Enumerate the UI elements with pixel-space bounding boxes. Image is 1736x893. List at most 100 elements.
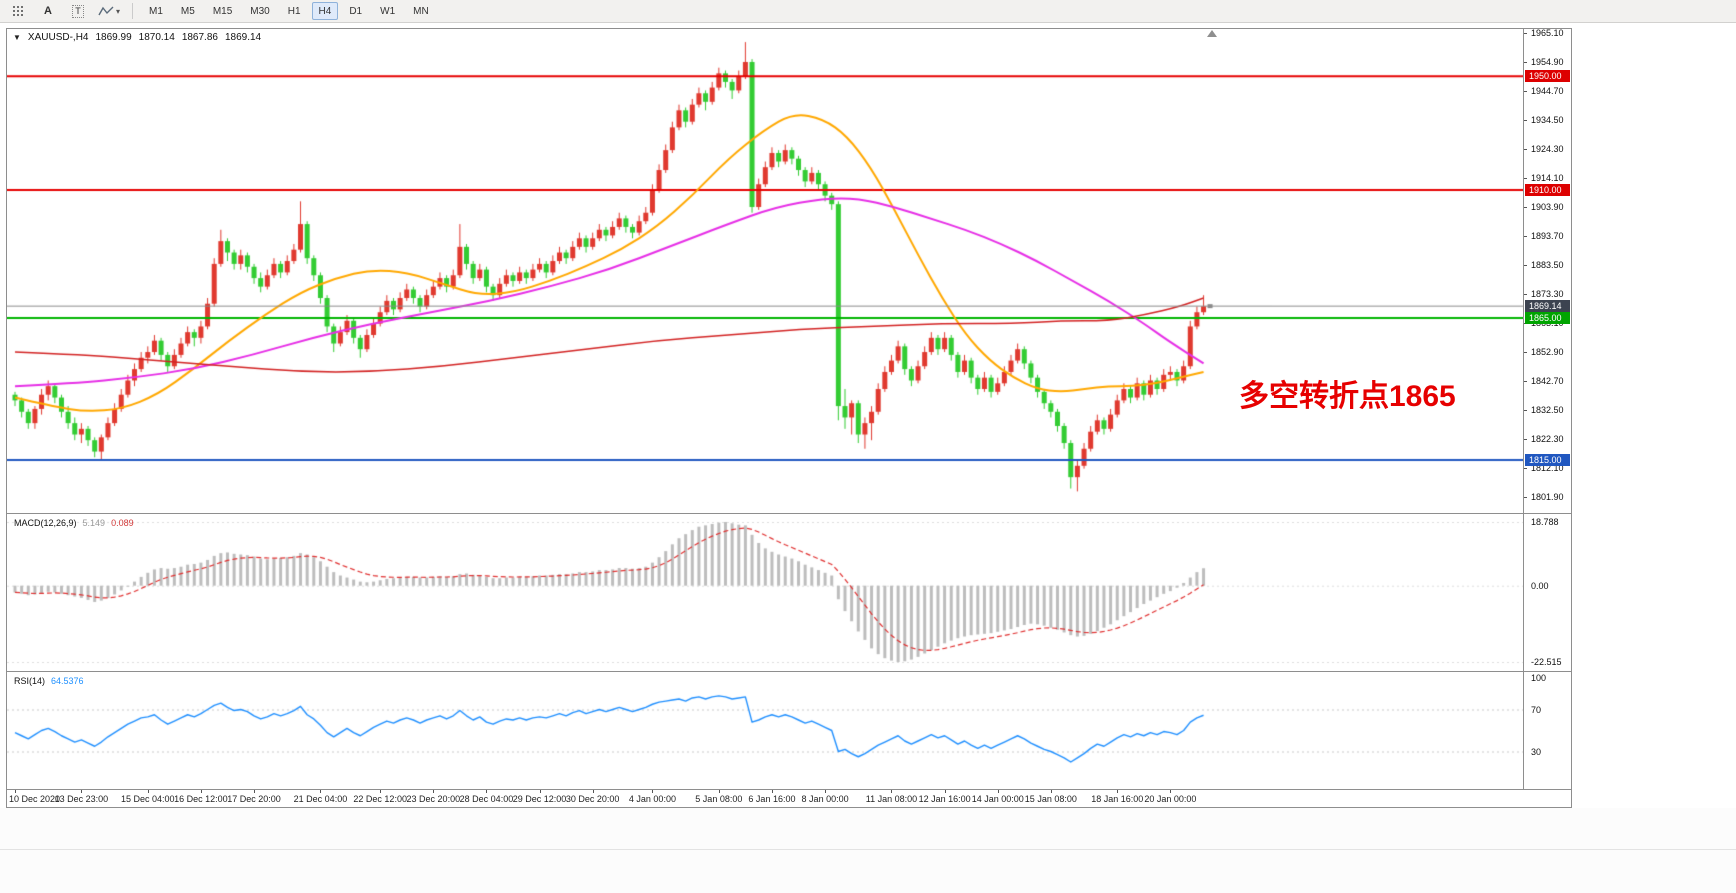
time-axis-label: 5 Jan 08:00 [695,794,743,804]
time-axis-tick [539,790,541,793]
price-axis-tick [1524,381,1527,383]
rsi-axis-label: 100 [1531,673,1547,683]
panel-separator[interactable] [7,789,1571,790]
timeframe-button-w1[interactable]: W1 [373,2,402,20]
rsi-axis-label: 30 [1531,746,1542,757]
macd-title: MACD(12,26,9) [14,518,77,528]
time-axis-tick [652,790,654,793]
time-axis-tick [891,790,893,793]
time-axis-tick [944,790,946,793]
time-axis-label: 21 Dec 04:00 [293,794,348,804]
price-axis-label: 1944.70 [1531,86,1564,97]
timeframe-button-m5[interactable]: M5 [174,2,202,20]
price-axis-label: 1954.90 [1531,57,1564,68]
price-axis[interactable]: 1965.10 1954.90 1944.70 1934.50 1924.30 1914.… [1524,28,1571,790]
price-axis-tick [1524,178,1527,180]
price-axis-tick [1524,62,1527,64]
macd-indicator-canvas[interactable] [7,514,1523,671]
rsi-label: RSI(14) 64.5376 [14,676,84,686]
time-axis-label: 29 Dec 12:00 [512,794,567,804]
time-axis-label: 10 Dec 2020 [9,794,61,804]
chart-window: ▼ XAUUSD-,H4 1869.99 1870.14 1867.86 186… [6,28,1572,808]
time-axis-label: 20 Jan 00:00 [1144,794,1197,804]
text-box-icon: T [72,4,84,18]
rsi-indicator-canvas[interactable] [7,672,1523,789]
time-axis-label: 14 Jan 00:00 [971,794,1024,804]
time-axis-label: 13 Dec 23:00 [54,794,109,804]
panel-separator[interactable] [7,671,1571,672]
price-level-badge: 1950.00 [1525,70,1570,83]
price-axis-label: 1893.70 [1531,231,1564,242]
text-box-button[interactable]: T [64,1,92,21]
price-axis-label: 1822.30 [1531,434,1564,445]
toolbar-separator [132,3,134,19]
time-axis[interactable]: 10 Dec 2020 13 Dec 23:00 15 Dec 04:00 16 De… [7,790,1523,807]
price-axis-label: 1883.50 [1531,260,1564,271]
time-axis-tick [486,790,488,793]
time-axis-tick [1170,790,1172,793]
polyline-tool-button[interactable]: ▾ [94,1,124,21]
time-axis-tick [1050,790,1052,793]
price-level-badge: 1815.00 [1525,454,1570,467]
time-axis-label: 22 Dec 12:00 [353,794,407,804]
timeframe-button-h4[interactable]: H4 [311,2,339,20]
ohlc-open: 1869.99 [95,32,132,43]
price-axis-tick [1524,236,1527,238]
timeframe-button-m1[interactable]: M1 [142,2,170,20]
price-axis-tick [1524,149,1527,151]
time-axis-tick [718,790,720,793]
price-axis-tick [1524,265,1527,267]
timeframe-button-m15[interactable]: M15 [206,2,239,20]
timeframe-button-h1[interactable]: H1 [281,2,308,20]
macd-main-value: 5.149 [82,518,106,528]
price-axis-tick [1524,294,1527,296]
text-label-button[interactable]: A [34,1,62,21]
time-axis-label: 12 Jan 16:00 [918,794,971,804]
price-axis-tick [1524,468,1527,470]
timeframe-button-m30[interactable]: M30 [243,2,276,20]
rsi-axis-label: 70 [1531,704,1542,715]
symbol-period-label: XAUUSD-,H4 [27,32,89,43]
time-axis-label: 15 Dec 04:00 [121,794,175,804]
time-axis-tick [81,790,83,793]
time-axis-tick [997,790,999,793]
price-axis-label: 1924.30 [1531,144,1564,155]
time-axis-tick [771,790,773,793]
time-axis-label: 28 Dec 04:00 [459,794,514,804]
rsi-value: 64.5376 [51,676,84,686]
grid-cursor-button[interactable] [4,1,32,21]
time-axis-label: 4 Jan 00:00 [628,794,676,804]
panel-separator[interactable] [7,513,1571,514]
price-level-badge: 1869.14 [1525,300,1570,313]
price-axis-divider [1523,29,1524,790]
macd-axis-label: 0.00 [1531,580,1549,591]
price-axis-tick [1524,120,1527,122]
dropdown-arrow-icon: ▾ [116,6,121,16]
time-axis-tick [1117,790,1119,793]
ohlc-low: 1867.86 [181,32,218,43]
macd-axis-label: 18.788 [1531,517,1559,527]
time-axis-label: 23 Dec 20:00 [406,794,461,804]
time-axis-label: 8 Jan 00:00 [801,794,849,804]
timeframe-button-d1[interactable]: D1 [342,2,369,20]
time-axis-tick [320,790,322,793]
price-axis-tick [1524,207,1527,209]
time-axis-tick [433,790,435,793]
price-axis-tick [1524,33,1527,35]
price-level-badge: 1910.00 [1525,183,1570,196]
timeframe-button-mn[interactable]: MN [406,2,436,20]
time-axis-tick [380,790,382,793]
toolbar: A T ▾ M1 M5 M15 M30 H1 H4 D1 W1 MN [0,0,1736,23]
time-axis-tick [254,790,256,793]
main-price-chart-canvas[interactable] [7,29,1523,513]
chart-text-annotation[interactable]: 多空转折点1865 [1239,380,1456,413]
time-axis-label: 18 Jan 16:00 [1091,794,1144,804]
time-axis-label: 15 Jan 08:00 [1024,794,1077,804]
time-axis-tick [147,790,149,793]
time-axis-label: 30 Dec 20:00 [565,794,620,804]
price-axis-label: 1873.30 [1531,289,1564,300]
chart-shift-marker[interactable] [1207,30,1217,37]
price-axis-label: 1842.70 [1531,376,1564,387]
quick-trade-arrow-icon[interactable]: ▼ [13,33,21,42]
price-axis-tick [1524,91,1527,93]
